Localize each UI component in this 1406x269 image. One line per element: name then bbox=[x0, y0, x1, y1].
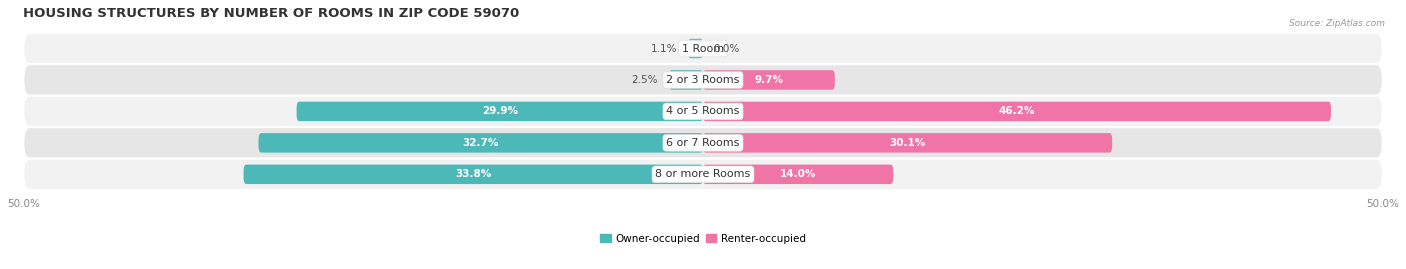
Text: 0.0%: 0.0% bbox=[714, 44, 740, 54]
FancyBboxPatch shape bbox=[703, 102, 1331, 121]
Text: 14.0%: 14.0% bbox=[780, 169, 817, 179]
Text: 2.5%: 2.5% bbox=[631, 75, 658, 85]
Text: 29.9%: 29.9% bbox=[482, 107, 517, 116]
Text: 4 or 5 Rooms: 4 or 5 Rooms bbox=[666, 107, 740, 116]
Text: 2 or 3 Rooms: 2 or 3 Rooms bbox=[666, 75, 740, 85]
FancyBboxPatch shape bbox=[259, 133, 703, 153]
FancyBboxPatch shape bbox=[688, 39, 703, 58]
Text: 32.7%: 32.7% bbox=[463, 138, 499, 148]
FancyBboxPatch shape bbox=[703, 70, 835, 90]
Text: 8 or more Rooms: 8 or more Rooms bbox=[655, 169, 751, 179]
Text: 30.1%: 30.1% bbox=[890, 138, 925, 148]
FancyBboxPatch shape bbox=[703, 165, 893, 184]
Text: 1 Room: 1 Room bbox=[682, 44, 724, 54]
FancyBboxPatch shape bbox=[24, 96, 1382, 127]
FancyBboxPatch shape bbox=[243, 165, 703, 184]
FancyBboxPatch shape bbox=[24, 127, 1382, 159]
Text: Source: ZipAtlas.com: Source: ZipAtlas.com bbox=[1289, 19, 1385, 28]
Text: 46.2%: 46.2% bbox=[998, 107, 1035, 116]
Legend: Owner-occupied, Renter-occupied: Owner-occupied, Renter-occupied bbox=[596, 229, 810, 248]
FancyBboxPatch shape bbox=[24, 64, 1382, 96]
Text: 9.7%: 9.7% bbox=[755, 75, 783, 85]
FancyBboxPatch shape bbox=[297, 102, 703, 121]
FancyBboxPatch shape bbox=[24, 159, 1382, 190]
Text: 33.8%: 33.8% bbox=[456, 169, 492, 179]
Text: 1.1%: 1.1% bbox=[651, 44, 678, 54]
FancyBboxPatch shape bbox=[703, 133, 1112, 153]
Text: HOUSING STRUCTURES BY NUMBER OF ROOMS IN ZIP CODE 59070: HOUSING STRUCTURES BY NUMBER OF ROOMS IN… bbox=[24, 7, 520, 20]
Text: 6 or 7 Rooms: 6 or 7 Rooms bbox=[666, 138, 740, 148]
FancyBboxPatch shape bbox=[24, 33, 1382, 64]
FancyBboxPatch shape bbox=[669, 70, 703, 90]
